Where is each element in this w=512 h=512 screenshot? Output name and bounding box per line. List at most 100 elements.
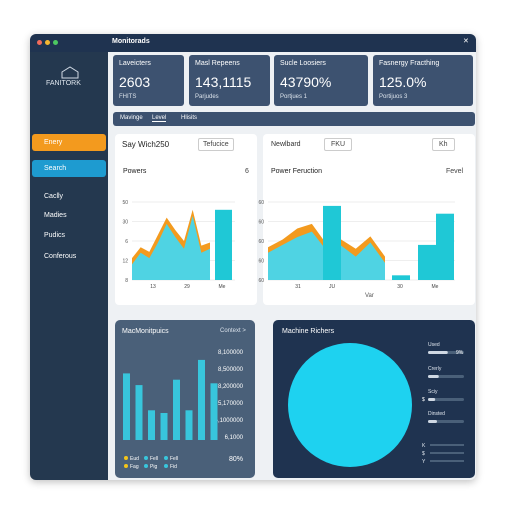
panel-title: Newlbard	[271, 141, 301, 148]
legend-label: Fell	[170, 456, 178, 462]
chart-title: Powers	[123, 168, 147, 175]
y-tick-label: 60	[258, 278, 264, 284]
progress	[428, 420, 437, 423]
menu-item[interactable]: Madies	[44, 212, 67, 219]
bar	[392, 275, 410, 280]
y-tick-label: 8,200000	[218, 384, 244, 390]
chart-title: Power Feruction	[271, 168, 322, 175]
row-label: $	[422, 451, 425, 457]
y-tick-label: 8	[125, 278, 128, 284]
y-tick-label: 60	[258, 220, 264, 226]
panel-title: Say Wich250	[122, 140, 170, 149]
bar	[185, 410, 193, 440]
y-tick-label: 60	[258, 239, 264, 245]
total: 80%	[229, 456, 244, 463]
tab[interactable]: Hlisits	[181, 115, 197, 121]
y-tick-label: 6	[125, 239, 128, 245]
legend-dot	[144, 456, 148, 460]
y-tick-label: 6,1000	[225, 435, 244, 441]
bar	[123, 373, 130, 440]
bar	[418, 244, 436, 280]
stat-label: Laveicters	[119, 60, 151, 67]
stat-value: 43790%	[280, 74, 332, 90]
tab-bar	[113, 112, 475, 126]
row-label: Y	[422, 459, 426, 465]
item-value: 9%	[456, 350, 464, 356]
stat-card	[373, 55, 473, 106]
menu-item[interactable]: Search	[32, 160, 106, 177]
y-tick-label: 60	[258, 200, 264, 206]
progress	[428, 375, 439, 378]
row-bar	[430, 460, 464, 462]
item-label: Used	[428, 342, 440, 348]
item-label: Sciy	[428, 389, 438, 395]
legend-dot	[124, 456, 128, 460]
legend-dot	[164, 464, 168, 468]
row-bar	[430, 444, 464, 446]
y-tick-label: 50	[122, 200, 128, 206]
panel-title: Machine Richers	[282, 328, 335, 335]
x-tick-label: 13	[150, 284, 156, 290]
item-label: Dinsted	[428, 411, 445, 417]
item-value: $	[422, 397, 425, 403]
tab[interactable]: Level	[152, 115, 167, 122]
bar	[160, 413, 168, 440]
window: Monitorads ✕ FANITORK Say Wich250 Tefuci…	[30, 34, 476, 480]
progress	[428, 351, 448, 354]
charts: 50 30 6 12 8 13 29 Me 60 60 60 60 60 31 JU 30 Me 8,100000…	[122, 200, 464, 470]
dot[interactable]	[53, 40, 58, 45]
dot[interactable]	[37, 40, 42, 45]
stat-sub: Portjues 1	[280, 94, 308, 100]
menu-item[interactable]: Conferous	[44, 253, 77, 260]
bar	[323, 205, 341, 280]
legend-dot	[144, 464, 148, 468]
menu-item[interactable]: Pudics	[44, 232, 66, 239]
bar	[436, 213, 454, 280]
x-tick-label: Me	[219, 284, 226, 290]
stat-value: 143,1115	[195, 74, 252, 90]
x-tick-label: Me	[432, 284, 439, 290]
legend-dot	[164, 456, 168, 460]
dropdown[interactable]: FKU	[324, 138, 352, 151]
link[interactable]: Context >	[220, 328, 246, 334]
y-tick-label: 30	[122, 220, 128, 226]
y-tick-label: 12	[122, 259, 128, 265]
stat-sub: FHITS	[119, 94, 137, 100]
tab[interactable]: Mavinge	[120, 115, 143, 121]
legend-label: Fell	[150, 456, 158, 462]
sidebar	[30, 52, 108, 480]
menu-item[interactable]: Caclly	[44, 193, 64, 200]
legend-label: Eud	[130, 456, 139, 462]
stat-value: 2603	[119, 74, 151, 90]
button[interactable]: Kh	[432, 138, 455, 151]
stat-sub: Parjudes	[195, 94, 219, 100]
stat-card	[113, 55, 184, 106]
item-label: Crerly	[428, 366, 442, 372]
menu-item[interactable]: Enery	[32, 134, 106, 151]
stat-sub: Portijuos 3	[379, 94, 408, 100]
chart-note: 6	[245, 168, 249, 175]
panel-title: MacMonitpuics	[122, 328, 169, 335]
brand: FANITORK	[46, 80, 81, 87]
x-label: Var	[365, 293, 374, 299]
stat-card	[189, 55, 270, 106]
stat-card	[274, 55, 368, 106]
logo	[61, 66, 79, 79]
dropdown[interactable]: Tefucice	[198, 138, 234, 151]
track	[428, 420, 464, 423]
stat-label: Fasnergy Fracthing	[379, 60, 440, 67]
chart-note: Fevel	[446, 168, 464, 175]
close[interactable]: ✕	[463, 38, 469, 45]
y-tick-label: 60	[258, 259, 264, 265]
bar	[135, 385, 143, 440]
dot[interactable]	[45, 40, 50, 45]
legend-label: Pig	[150, 464, 157, 470]
bar	[198, 359, 205, 440]
stat-label: Masl Repeens	[195, 60, 240, 67]
row-bar	[430, 452, 464, 454]
y-tick-label: 8,100000	[218, 350, 244, 356]
y-tick-label: 5,170000	[218, 401, 244, 407]
legend-label: Fid	[170, 464, 177, 470]
progress	[428, 398, 436, 401]
